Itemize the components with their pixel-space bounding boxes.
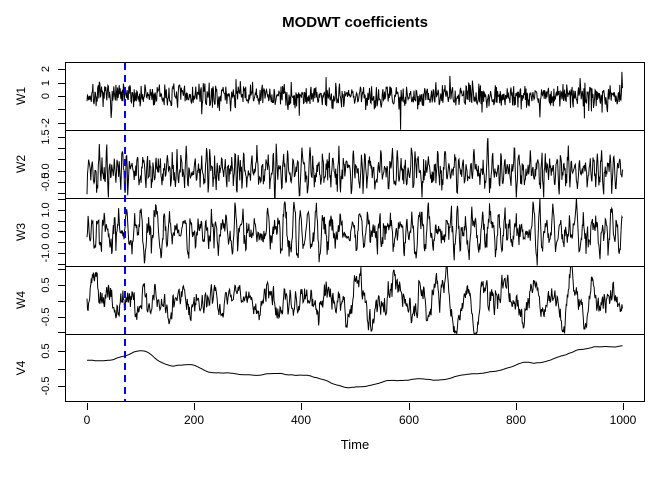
series-v4-line — [86, 345, 623, 389]
x-tick — [194, 403, 195, 410]
series-w1-line — [86, 71, 623, 130]
y-tick — [58, 221, 65, 222]
x-tick — [301, 403, 302, 410]
x-tick-label: 1000 — [609, 413, 637, 427]
y-tick — [58, 199, 65, 200]
x-tick-label: 800 — [505, 413, 527, 427]
series-w4-line — [86, 266, 623, 334]
series-w1-plot — [86, 71, 623, 130]
y-tick-label: 0.5 — [40, 343, 52, 359]
y-tick-label: -0.5 — [40, 307, 52, 327]
panel-divider — [65, 334, 645, 335]
y-tick — [58, 269, 65, 270]
y-tick — [58, 253, 65, 254]
x-tick-label: 0 — [83, 413, 91, 427]
y-tick — [58, 148, 65, 149]
y-tick-label: 0.5 — [40, 277, 52, 293]
y-tick — [58, 159, 65, 160]
series-w3-line — [86, 198, 623, 266]
y-tick — [58, 83, 65, 84]
x-tick-label: 600 — [398, 413, 420, 427]
y-tick-label: -2 — [40, 118, 52, 128]
panel-divider — [65, 198, 645, 199]
x-tick-label: 200 — [183, 413, 205, 427]
y-tick-label: 1 — [40, 79, 52, 87]
y-tick — [58, 171, 65, 172]
y-tick — [58, 369, 65, 370]
chart-title: MODWT coefficients — [282, 14, 428, 31]
panel-divider — [65, 266, 645, 267]
x-tick — [87, 403, 88, 410]
y-tick-label: 1.0 — [40, 202, 52, 218]
y-tick — [58, 242, 65, 243]
y-tick — [58, 182, 65, 183]
x-tick — [516, 403, 517, 410]
y-tick — [58, 193, 65, 194]
panel-label-w2: W2 — [14, 155, 28, 173]
y-tick-label: 0 — [40, 92, 52, 100]
series-v4-plot — [86, 345, 623, 389]
y-tick-label: -0.5 — [40, 376, 52, 396]
y-tick — [58, 210, 65, 211]
y-tick — [58, 69, 65, 70]
series-w4-plot — [86, 266, 623, 334]
panel-label-w3: W3 — [14, 223, 28, 241]
x-axis-title: Time — [340, 437, 370, 452]
y-tick — [58, 96, 65, 97]
x-tick — [623, 403, 624, 410]
y-tick — [58, 317, 65, 318]
x-tick — [409, 403, 410, 410]
boundary-vline — [124, 63, 126, 401]
y-tick — [58, 301, 65, 302]
series-w3-plot — [86, 198, 623, 266]
panel-divider — [65, 130, 645, 131]
y-tick — [58, 332, 65, 333]
series-w2-plot — [86, 138, 623, 198]
panel-label-w1: W1 — [14, 87, 28, 105]
y-tick — [58, 351, 65, 352]
y-tick — [58, 109, 65, 110]
y-tick-label: -0.5 — [40, 172, 52, 192]
series-w2-line — [86, 138, 623, 198]
y-tick — [58, 264, 65, 265]
y-tick-label: 0.0 — [40, 223, 52, 239]
y-tick-label: 2 — [40, 65, 52, 73]
panel-label-w4: W4 — [14, 291, 28, 309]
y-tick — [58, 123, 65, 124]
y-tick — [58, 231, 65, 232]
x-tick-label: 400 — [290, 413, 312, 427]
y-tick-label: 1.5 — [40, 129, 52, 145]
y-tick — [58, 285, 65, 286]
y-tick-label: -1.0 — [40, 243, 52, 263]
panel-label-v4: V4 — [14, 360, 28, 376]
y-tick — [58, 386, 65, 387]
y-tick — [58, 137, 65, 138]
